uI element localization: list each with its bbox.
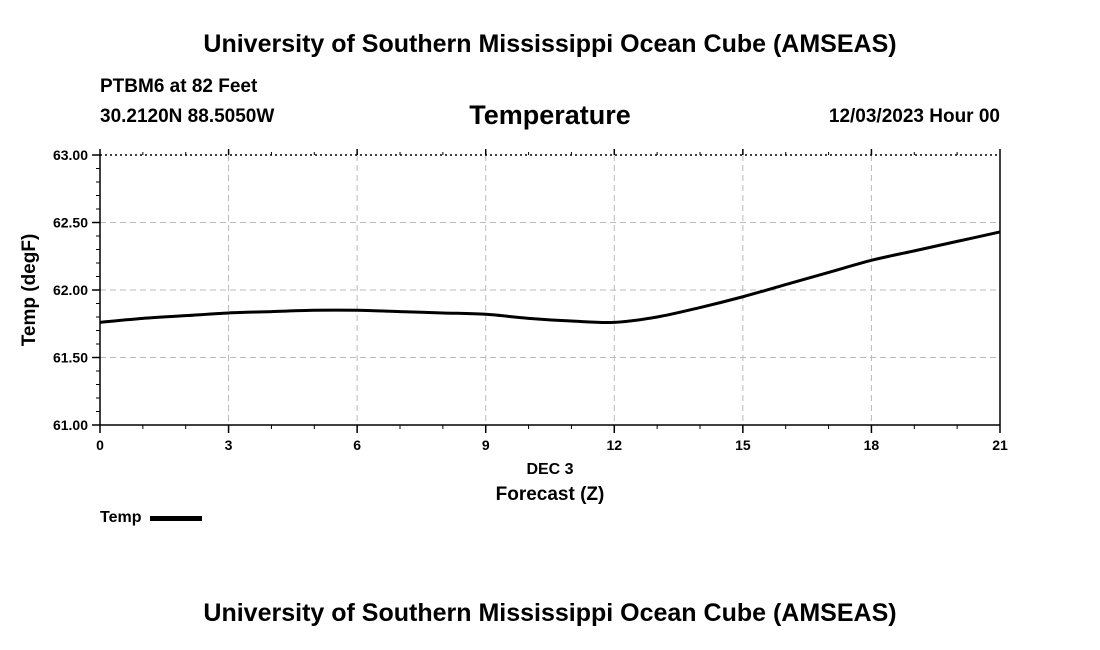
station-coordinates: 30.2120N 88.5050W: [100, 106, 275, 127]
page-title: University of Southern Mississippi Ocean…: [203, 30, 897, 58]
legend-label: Temp: [100, 509, 142, 526]
x-tick-label: 9: [482, 437, 490, 453]
grid-lines: [100, 155, 1000, 425]
x-tick-label: 3: [225, 437, 233, 453]
axis-ticks: 0 3 6 9 12 15 18 21 61.00 61.50 62.00 62.50 63.00: [53, 147, 1008, 453]
legend: Temp: [100, 509, 203, 527]
axis-labels: DEC 3 Forecast (Z) Temp (degF): [19, 234, 604, 505]
x-tick-label: 18: [864, 437, 880, 453]
y-axis-label: Temp (degF): [19, 234, 40, 347]
x-axis-label: Forecast (Z): [496, 484, 605, 505]
x-tick-label: 12: [606, 437, 622, 453]
footer-title: University of Southern Mississippi Ocean…: [203, 599, 897, 627]
x-axis-date-label: DEC 3: [526, 461, 573, 478]
temperature-chart: 0 3 6 9 12 15 18 21 61.00 61.50 62.00 62.50 63.00 DE…: [19, 147, 1008, 505]
station-label: PTBM6 at 82 Feet: [100, 76, 258, 97]
series-layer: [99, 230, 1001, 325]
x-tick-label: 15: [735, 437, 751, 453]
chart-title: Temperature: [469, 100, 631, 130]
y-tick-label: 61.00: [53, 417, 88, 433]
forecast-datetime: 12/03/2023 Hour 00: [828, 106, 1000, 127]
y-tick-label: 62.00: [53, 282, 88, 298]
y-tick-label: 61.50: [53, 350, 88, 366]
y-tick-label: 62.50: [53, 215, 88, 231]
legend-line-swatch: [150, 515, 203, 521]
x-tick-label: 6: [353, 437, 361, 453]
y-tick-label: 63.00: [53, 147, 88, 163]
x-tick-label: 21: [992, 437, 1008, 453]
series-line-temp: [99, 230, 1001, 325]
x-tick-label: 0: [96, 437, 104, 453]
